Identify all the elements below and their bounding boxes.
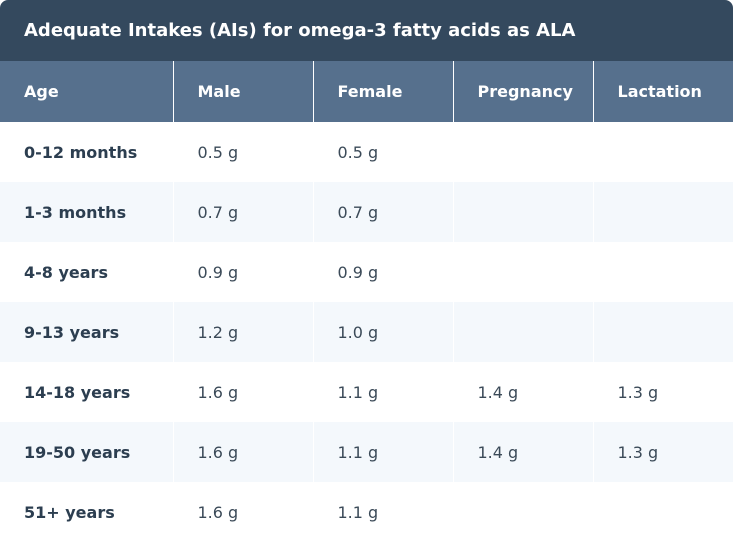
table-row: 9-13 years 1.2 g 1.0 g bbox=[0, 302, 733, 362]
cell-female: 1.0 g bbox=[312, 302, 453, 362]
cell-lactation bbox=[592, 482, 733, 541]
cell-pregnancy bbox=[452, 242, 593, 302]
table-body: 0-12 months 0.5 g 0.5 g 1-3 months 0.7 g… bbox=[0, 122, 733, 541]
header-female: Female bbox=[312, 61, 453, 122]
cell-female: 1.1 g bbox=[312, 362, 453, 422]
table-row: 51+ years 1.6 g 1.1 g bbox=[0, 482, 733, 541]
intake-table: Age Male Female Pregnancy Lactation 0-12… bbox=[0, 61, 733, 541]
header-male: Male bbox=[172, 61, 313, 122]
cell-age: 4-8 years bbox=[0, 242, 173, 302]
cell-age: 19-50 years bbox=[0, 422, 173, 482]
header-row: Age Male Female Pregnancy Lactation bbox=[0, 61, 733, 122]
cell-lactation bbox=[592, 182, 733, 242]
cell-age: 0-12 months bbox=[0, 122, 173, 182]
cell-lactation bbox=[592, 242, 733, 302]
table-row: 0-12 months 0.5 g 0.5 g bbox=[0, 122, 733, 182]
cell-age: 14-18 years bbox=[0, 362, 173, 422]
cell-age: 9-13 years bbox=[0, 302, 173, 362]
cell-pregnancy bbox=[452, 182, 593, 242]
cell-lactation bbox=[592, 302, 733, 362]
cell-pregnancy bbox=[452, 122, 593, 182]
cell-female: 0.9 g bbox=[312, 242, 453, 302]
cell-lactation bbox=[592, 122, 733, 182]
cell-male: 1.2 g bbox=[172, 302, 313, 362]
cell-male: 1.6 g bbox=[172, 422, 313, 482]
cell-male: 1.6 g bbox=[172, 362, 313, 422]
cell-male: 0.9 g bbox=[172, 242, 313, 302]
cell-female: 0.7 g bbox=[312, 182, 453, 242]
cell-pregnancy: 1.4 g bbox=[452, 362, 593, 422]
cell-age: 51+ years bbox=[0, 482, 173, 541]
header-age: Age bbox=[0, 61, 173, 122]
cell-pregnancy bbox=[452, 482, 593, 541]
cell-male: 1.6 g bbox=[172, 482, 313, 541]
table-row: 19-50 years 1.6 g 1.1 g 1.4 g 1.3 g bbox=[0, 422, 733, 482]
header-lactation: Lactation bbox=[592, 61, 733, 122]
cell-age: 1-3 months bbox=[0, 182, 173, 242]
cell-lactation: 1.3 g bbox=[592, 362, 733, 422]
cell-male: 0.5 g bbox=[172, 122, 313, 182]
cell-female: 1.1 g bbox=[312, 422, 453, 482]
cell-male: 0.7 g bbox=[172, 182, 313, 242]
cell-pregnancy: 1.4 g bbox=[452, 422, 593, 482]
table-row: 14-18 years 1.6 g 1.1 g 1.4 g 1.3 g bbox=[0, 362, 733, 422]
table-header: Age Male Female Pregnancy Lactation bbox=[0, 61, 733, 122]
table-row: 1-3 months 0.7 g 0.7 g bbox=[0, 182, 733, 242]
cell-lactation: 1.3 g bbox=[592, 422, 733, 482]
table-title: Adequate Intakes (AIs) for omega-3 fatty… bbox=[0, 0, 733, 61]
cell-pregnancy bbox=[452, 302, 593, 362]
header-pregnancy: Pregnancy bbox=[452, 61, 593, 122]
table-row: 4-8 years 0.9 g 0.9 g bbox=[0, 242, 733, 302]
cell-female: 0.5 g bbox=[312, 122, 453, 182]
cell-female: 1.1 g bbox=[312, 482, 453, 541]
